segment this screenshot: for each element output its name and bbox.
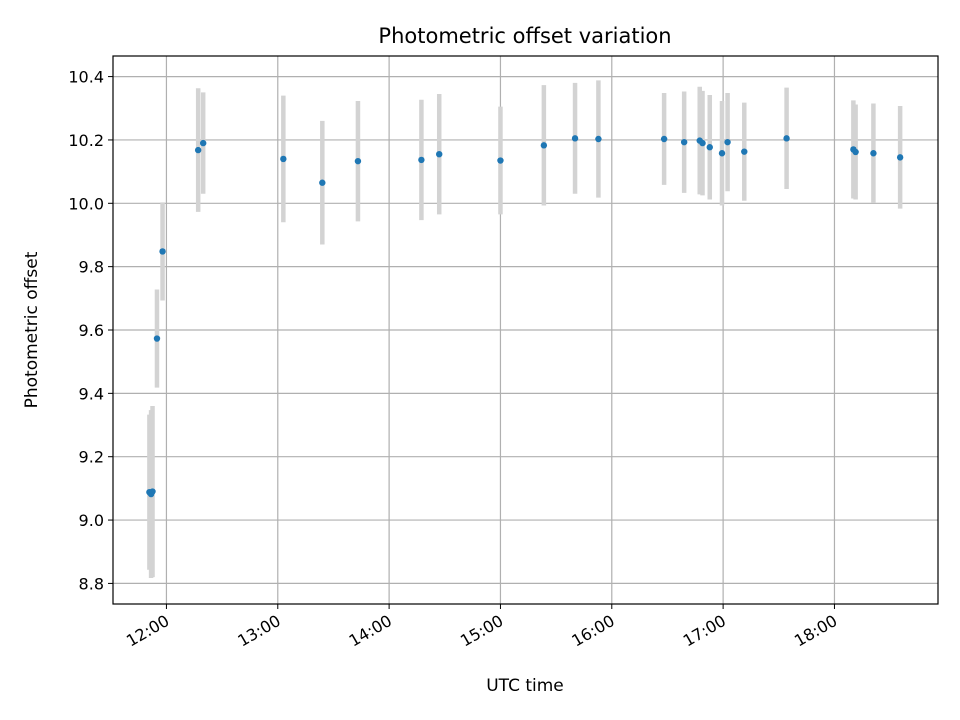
errorbar-layer (147, 80, 903, 579)
y-tick-label: 9.2 (79, 448, 104, 467)
data-point (718, 150, 726, 157)
data-point (680, 138, 688, 146)
data-point (571, 135, 579, 142)
x-tick-label: 15:00 (457, 611, 506, 651)
data-point (724, 138, 731, 146)
data-point (149, 488, 156, 495)
grid-layer (113, 56, 938, 604)
data-point (783, 135, 790, 142)
data-point (896, 154, 904, 161)
y-tick-label: 9.4 (79, 384, 104, 403)
data-point (660, 135, 668, 143)
data-point (194, 146, 202, 154)
x-tick-label: 17:00 (680, 611, 729, 651)
y-tick-label: 9.6 (79, 321, 104, 340)
data-point (354, 157, 362, 165)
x-tick-label: 16:00 (568, 611, 617, 651)
y-tick-label: 10.0 (68, 194, 104, 213)
x-axis: 12:00 13:00 14:00 15:00 16:00 17:00 18:00 (123, 604, 840, 651)
x-tick-label: 13:00 (234, 611, 283, 651)
data-point (319, 179, 326, 186)
y-tick-label: 10.2 (68, 131, 104, 150)
data-point (852, 148, 859, 156)
x-tick-label: 18:00 (791, 611, 840, 651)
data-point (418, 156, 425, 164)
point-layer (146, 135, 904, 498)
y-axis-label: Photometric offset (22, 251, 42, 408)
data-point (199, 139, 207, 147)
y-axis: 8.8 9.0 9.2 9.4 9.6 9.8 10.0 10.2 10.4 (68, 68, 113, 593)
x-tick-label: 12:00 (123, 611, 172, 651)
data-point (706, 144, 713, 151)
data-point (497, 157, 504, 164)
data-point (153, 335, 161, 342)
y-tick-label: 10.4 (68, 68, 104, 87)
data-point (436, 150, 443, 158)
data-point (540, 142, 548, 149)
data-point (595, 135, 602, 143)
data-point (870, 150, 877, 157)
data-point (159, 248, 166, 255)
data-point (741, 148, 748, 155)
chart-title: Photometric offset variation (378, 24, 671, 48)
x-axis-label: UTC time (486, 676, 564, 696)
y-tick-label: 8.8 (79, 574, 104, 593)
data-point (280, 155, 287, 163)
x-tick-label: 14:00 (346, 611, 395, 651)
data-point (699, 139, 706, 147)
y-tick-label: 9.8 (79, 258, 104, 277)
y-tick-label: 9.0 (79, 511, 104, 530)
